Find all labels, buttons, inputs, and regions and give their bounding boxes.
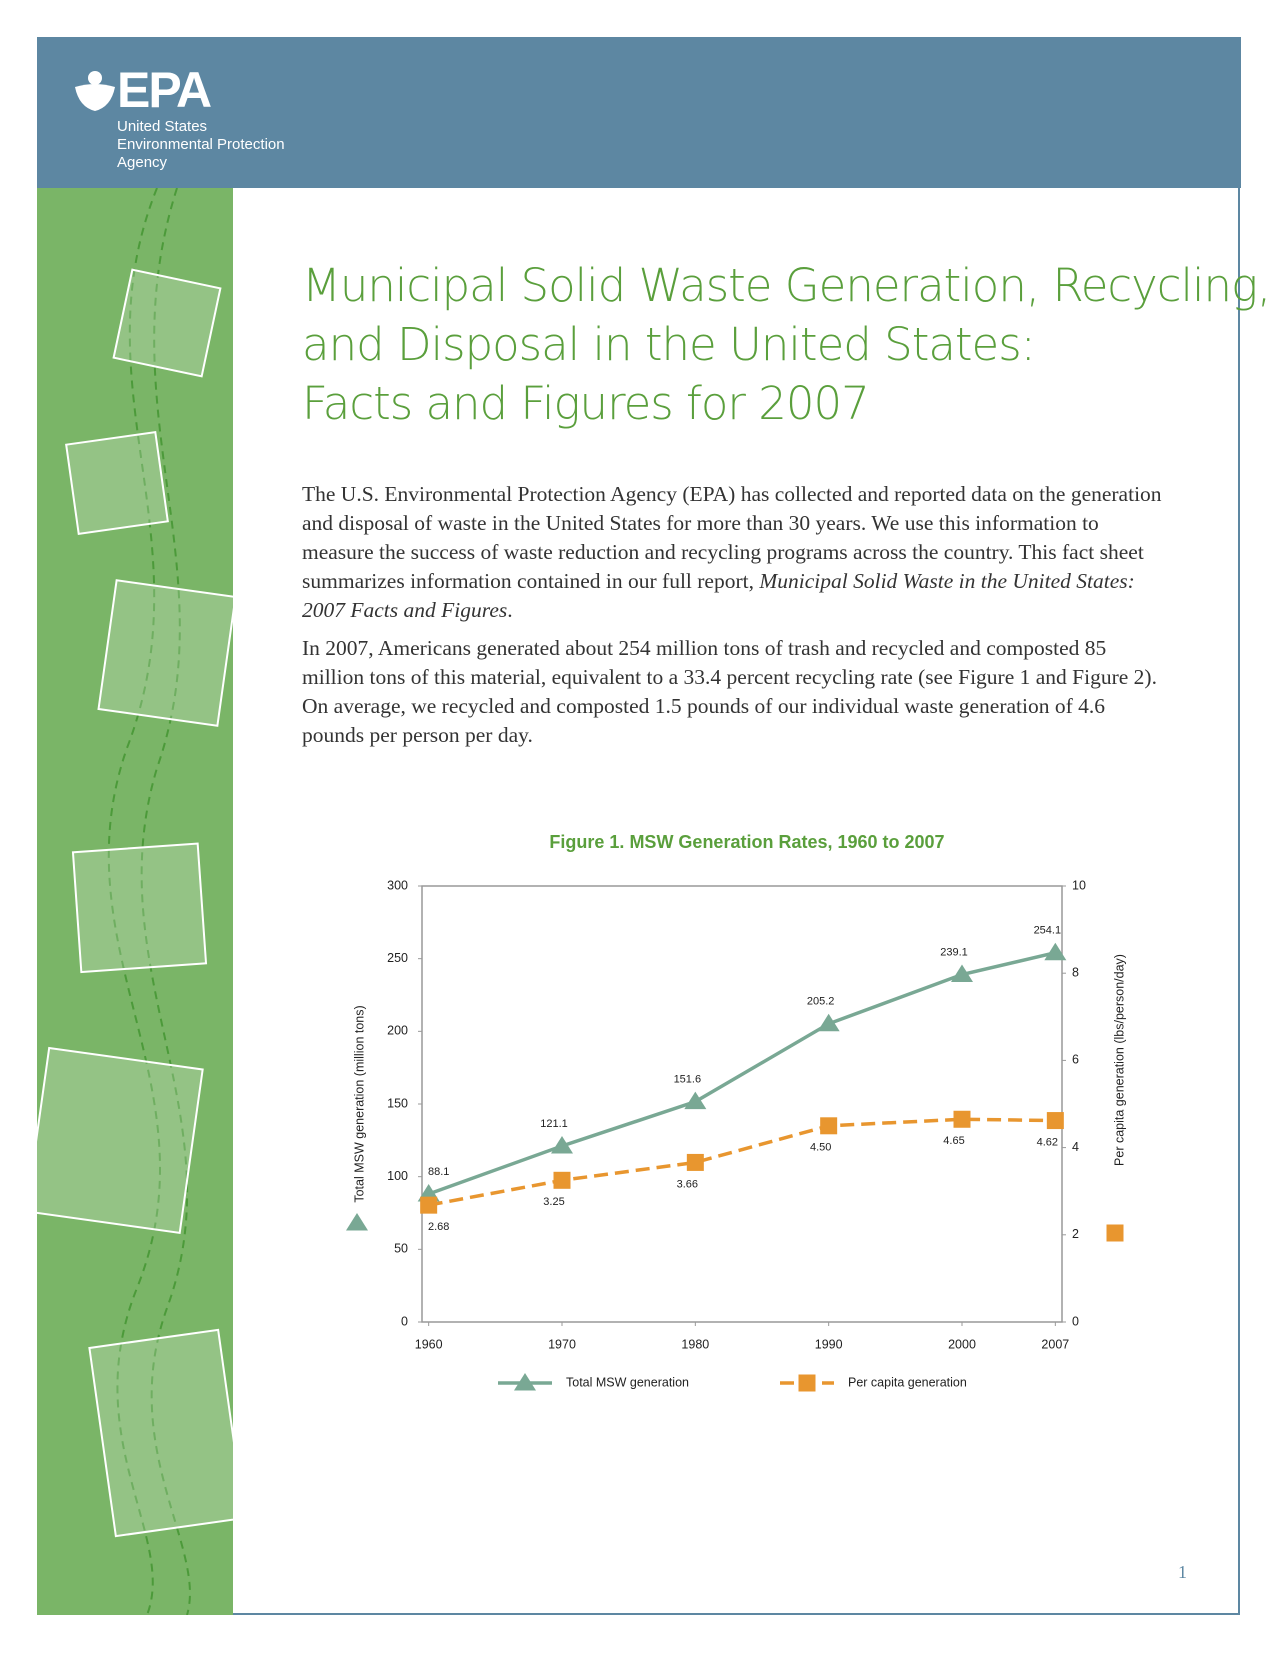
- data-point: [684, 1091, 707, 1110]
- y2-tick-label: 0: [1072, 1314, 1079, 1328]
- agency-line: Environmental Protection: [117, 136, 285, 153]
- x-tick-label: 1970: [548, 1337, 576, 1351]
- decoration: [37, 188, 233, 1615]
- data-label: 88.1: [428, 1166, 449, 1178]
- paragraph: The U.S. Environmental Protection Agency…: [302, 480, 1172, 625]
- y-tick-label: 0: [401, 1314, 408, 1328]
- text: .: [507, 598, 513, 622]
- agency-line: Agency: [117, 154, 168, 171]
- legend-marker: [798, 1374, 816, 1392]
- title-line: Facts and Figures for 2007: [302, 377, 870, 430]
- decorative-strip: [37, 188, 233, 1615]
- y-tick-label: 200: [387, 1024, 408, 1038]
- data-point: [817, 1013, 840, 1032]
- y-tick-label: 50: [394, 1242, 408, 1256]
- data-point: [1046, 1112, 1064, 1130]
- epa-logo: EPA United States Environmental Protecti…: [75, 62, 285, 171]
- y-tick-label: 150: [387, 1096, 408, 1110]
- data-label: 2.68: [428, 1221, 449, 1233]
- paragraph: In 2007, Americans generated about 254 m…: [302, 636, 1157, 747]
- data-point: [953, 1110, 971, 1128]
- body: The U.S. Environmental Protection Agency…: [302, 480, 1172, 759]
- y2-tick-label: 2: [1072, 1227, 1079, 1241]
- axis-marker: [346, 1213, 368, 1231]
- y2-axis-label: Per capita generation (lbs/person/day): [1112, 954, 1126, 1166]
- data-label: 239.1: [940, 946, 968, 958]
- data-label: 151.6: [674, 1074, 702, 1086]
- data-point: [951, 964, 973, 983]
- logo-emblem: [75, 71, 115, 111]
- x-tick-label: 2007: [1041, 1337, 1069, 1351]
- data-label: 205.2: [807, 996, 835, 1008]
- text: The U.S. Environmental Protection Agency…: [302, 482, 1162, 593]
- data-label: 254.1: [1034, 925, 1062, 937]
- y2-tick-label: 4: [1072, 1140, 1079, 1154]
- data-point: [1044, 942, 1067, 961]
- series-line: [428, 951, 1056, 1196]
- title-line: and Disposal in the United States:: [302, 318, 1036, 371]
- data-point: [551, 1136, 573, 1154]
- y2-tick-label: 8: [1072, 965, 1079, 979]
- data-point: [553, 1171, 571, 1189]
- y2-tick-label: 10: [1072, 878, 1086, 892]
- data-label: 3.25: [543, 1196, 564, 1208]
- data-point: [820, 1117, 838, 1135]
- legend-marker: [514, 1373, 536, 1391]
- x-tick-label: 1980: [681, 1337, 709, 1351]
- x-tick-label: 2000: [948, 1337, 976, 1351]
- data-point: [420, 1196, 438, 1214]
- header: EPA United States Environmental Protecti…: [37, 37, 1241, 188]
- agency-line: United States: [117, 118, 207, 135]
- data-label: 121.1: [540, 1118, 568, 1130]
- legend-label: Total MSW generation: [566, 1375, 689, 1389]
- report-title: Municipal Solid Waste in the United Stat…: [302, 569, 1135, 622]
- title-line: Municipal Solid Waste Generation, Recycl…: [302, 259, 1271, 312]
- data-label: 3.66: [677, 1178, 698, 1190]
- chart-title: Figure 1. MSW Generation Rates, 1960 to …: [549, 832, 944, 852]
- chart: Figure 1. MSW Generation Rates, 1960 to …: [346, 832, 1126, 1392]
- y-tick-label: 300: [387, 878, 408, 892]
- series-line: [428, 1117, 1056, 1207]
- x-tick-label: 1960: [415, 1337, 443, 1351]
- y2-tick-label: 6: [1072, 1053, 1079, 1067]
- data-point: [686, 1153, 704, 1171]
- logo-text: EPA: [117, 62, 211, 118]
- y-axis-label: Total MSW generation (million tons): [352, 1005, 366, 1202]
- x-tick-label: 1990: [815, 1337, 843, 1351]
- title: Municipal Solid Waste Generation, Recycl…: [302, 256, 1271, 433]
- data-label: 4.65: [943, 1135, 964, 1147]
- y-tick-label: 250: [387, 951, 408, 965]
- page-number: 1: [1178, 1562, 1187, 1582]
- axis-marker: [1106, 1224, 1124, 1242]
- data-label: 4.50: [810, 1142, 831, 1154]
- data-label: 4.62: [1037, 1136, 1058, 1148]
- legend-label: Per capita generation: [848, 1375, 967, 1389]
- y-tick-label: 100: [387, 1169, 408, 1183]
